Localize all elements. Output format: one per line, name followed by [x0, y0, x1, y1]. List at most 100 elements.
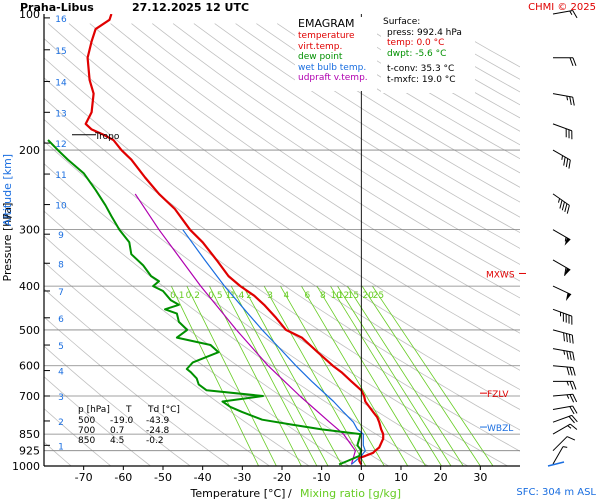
- dry-adiabat-line: [44, 408, 112, 466]
- wind-barb-full: [571, 316, 573, 325]
- mixing-ratio-label: 1: [226, 291, 232, 301]
- wind-barb-staff: [552, 393, 573, 397]
- datetime-title: 27.12.2025 12 UTC: [132, 1, 249, 14]
- pressure-tick-label: 850: [19, 428, 40, 441]
- altitude-tick-label: 13: [55, 109, 66, 119]
- table-header-cell: Td [°C]: [148, 405, 180, 415]
- mixing-ratio-label: 0.2: [186, 291, 200, 301]
- wind-barb-full: [566, 205, 570, 214]
- mixing-ratio-label: 3: [267, 291, 273, 301]
- wind-barb-half: [564, 237, 567, 242]
- wind-barb-staff: [552, 123, 572, 132]
- wind-barb-full: [572, 381, 577, 390]
- wind-barb-full: [565, 314, 567, 323]
- y-axis-label-slash: /: [1, 214, 14, 218]
- wind-barb-staff: [552, 446, 564, 465]
- wind-barb-full: [562, 313, 564, 322]
- wind-barb-full: [572, 405, 578, 414]
- pressure-tick-label: 500: [19, 324, 40, 337]
- wind-barb: [553, 57, 577, 66]
- wind-barb-full: [568, 334, 571, 343]
- wind-barb-half: [563, 350, 566, 355]
- mixing-ratio-label: 25: [373, 291, 384, 301]
- table-body: 500 -19.0 -43.9 700 0.7 -24.8 850 4.5 -0.2: [70, 416, 190, 446]
- wind-barb-full: [566, 333, 568, 343]
- x-axis-label-temperature: Temperature [°C]: [190, 487, 286, 500]
- wind-barb-staff: [552, 365, 573, 368]
- wind-barb-staff: [552, 193, 570, 206]
- mixing-ratio-label: 10: [331, 291, 343, 301]
- wind-barb: [552, 446, 568, 465]
- temperature-tick-label: 30: [473, 471, 487, 484]
- wbzl-label: WBZL: [487, 424, 513, 434]
- temperature-tick-label: -60: [114, 471, 132, 484]
- mixing-ratio-line: [337, 285, 452, 466]
- wind-barb: [553, 380, 577, 390]
- altitude-tick-label: 9: [58, 231, 64, 241]
- wind-barb: [552, 193, 570, 214]
- surface-lines: press: 992.4 hPa temp: 0.0 °C dwpt: -5.6 °…: [387, 28, 475, 86]
- wind-barb-pennant: [564, 267, 571, 276]
- legend-item: dew point: [298, 52, 343, 62]
- dry-adiabat-line: [110, 23, 520, 299]
- legend-title: EMAGRAM: [298, 17, 355, 30]
- table-cell: 4.5: [110, 436, 125, 446]
- wind-barb-full: [572, 57, 577, 66]
- mixing-ratio-line: [372, 285, 494, 466]
- wind-barb-full: [569, 57, 574, 66]
- wind-barb: [552, 285, 572, 301]
- altitude-tick-label: 14: [55, 78, 67, 88]
- wind-barb: [552, 436, 576, 452]
- dry-adiabat-line: [44, 163, 469, 466]
- wind-barb: [552, 365, 576, 376]
- wind-barb-full: [570, 423, 578, 430]
- table-cell: -24.8: [146, 426, 170, 436]
- legend-box: EMAGRAM temperature virt.temp. dew point we…: [295, 17, 377, 91]
- wind-barb-full: [566, 350, 569, 360]
- wind-barb-half: [561, 155, 564, 160]
- station-title: Praha-Libus: [20, 1, 94, 14]
- altitude-tick-label: 3: [58, 393, 64, 403]
- wind-barb-staff: [552, 10, 573, 15]
- wind-barb-full: [571, 130, 573, 140]
- wind-barb-staff: [552, 348, 573, 353]
- mixing-ratio-label: 4: [284, 291, 290, 301]
- surface-wind-marker: [547, 461, 565, 467]
- wind-barb: [552, 259, 571, 276]
- pressure-tick-label: 1000: [12, 460, 40, 473]
- wind-barb-staff: [552, 149, 571, 161]
- pressure-tick-label: 400: [19, 280, 40, 293]
- wind-barb-full: [568, 416, 575, 424]
- wind-barb: [552, 348, 575, 361]
- wind-barb-half: [566, 394, 570, 399]
- copyright: CHMI © 2025: [528, 2, 596, 13]
- wind-barb-staff: [552, 93, 573, 98]
- surface-box: Surface: press: 992.4 hPa temp: 0.0 °C dwp…: [381, 17, 475, 93]
- wind-barb: [552, 229, 571, 246]
- dry-adiabat-line: [172, 23, 520, 249]
- x-axis-label-slash: /: [288, 487, 292, 500]
- wind-barb-full: [569, 351, 572, 361]
- dry-adiabat-line: [44, 316, 231, 466]
- x-axis-label-mixing: Mixing ratio [g/kg]: [300, 487, 401, 500]
- altitude-tick-label: 4: [58, 368, 64, 378]
- wind-barb-full: [572, 351, 575, 361]
- altitude-tick-label: 8: [58, 260, 64, 270]
- mixing-ratio-line: [361, 285, 481, 466]
- wind-barb-full: [561, 201, 565, 211]
- wind-barb-full: [569, 96, 572, 106]
- mixing-ratio-label: 1.4: [230, 291, 245, 301]
- surface-title: Surface:: [383, 17, 421, 27]
- dry-adiabat-line: [68, 23, 520, 334]
- wind-barb-half: [560, 312, 562, 317]
- wind-barb: [552, 393, 578, 403]
- wind-barb-half: [569, 10, 573, 15]
- temperature-tick-label: -10: [313, 471, 331, 484]
- wind-barb-staff: [552, 414, 572, 423]
- wind-barb-full: [569, 406, 575, 415]
- table-cell: -0.2: [146, 436, 164, 446]
- legend-item: wet bulb temp.: [298, 62, 367, 73]
- dry-adiabat-line: [44, 261, 310, 466]
